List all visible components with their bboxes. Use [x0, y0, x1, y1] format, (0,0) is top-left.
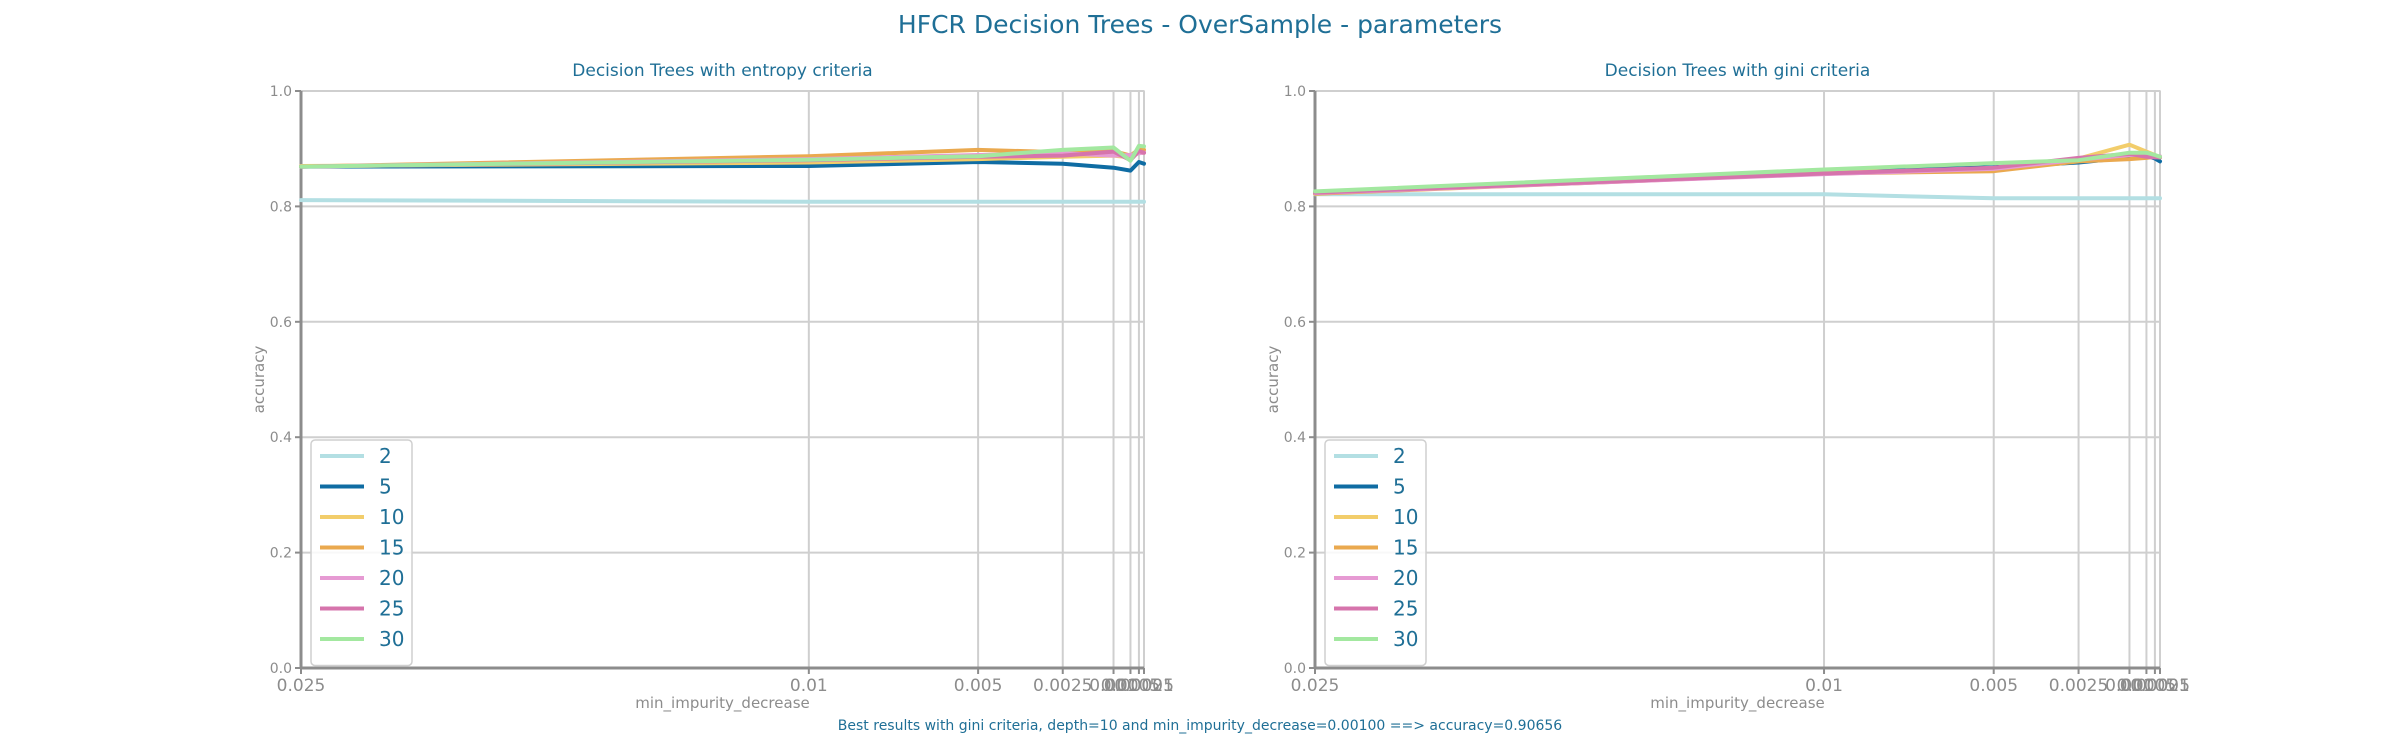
- x-tick-label: 0.005: [1969, 676, 2018, 696]
- y-tick-label: 1.0: [1284, 84, 1306, 100]
- x-tick-label: 0.0025: [2049, 676, 2108, 696]
- legend-label: 25: [379, 597, 404, 621]
- x-tick-label: 0.0001: [2130, 676, 2189, 696]
- subplot-title: Decision Trees with entropy criteria: [572, 61, 872, 81]
- series-line-5: [299, 160, 1146, 173]
- x-tick-label: 0.0005: [2117, 676, 2176, 696]
- legend-label: 25: [1393, 597, 1418, 621]
- legend-label: 30: [1393, 627, 1418, 651]
- x-axis-label: min_impurity_decrease: [1650, 694, 1825, 713]
- x-tick-label: 0.0005: [1101, 676, 1160, 696]
- y-tick-label: 0.6: [1284, 315, 1306, 331]
- x-tick-label: 0.005: [954, 676, 1003, 696]
- y-tick-label: 0.6: [270, 315, 292, 331]
- series-line-30: [1313, 150, 2162, 194]
- x-tick-label: 0.0025: [1033, 676, 1092, 696]
- x-tick-label: 0.0001: [1114, 676, 1173, 696]
- y-tick-label: 0.4: [1284, 430, 1306, 446]
- y-tick-label: 0.2: [1284, 546, 1306, 562]
- x-axis-label: min_impurity_decrease: [635, 694, 810, 713]
- series-line-30: [299, 143, 1146, 169]
- series-line-2: [299, 198, 1146, 204]
- y-axis-label: accuracy: [250, 346, 268, 414]
- y-tick-label: 0.8: [1284, 199, 1306, 215]
- legend-label: 20: [1393, 566, 1418, 590]
- legend-label: 10: [379, 505, 404, 529]
- y-tick-label: 0.2: [270, 546, 292, 562]
- x-tick-label: 0.001: [2105, 676, 2154, 696]
- y-tick-label: 0.0: [270, 661, 292, 677]
- legend-label: 2: [379, 444, 392, 468]
- x-tick-label: 0.01: [790, 676, 828, 696]
- x-tick-label: 0.01: [1805, 676, 1843, 696]
- x-tick-label: 0.00025: [2120, 676, 2190, 696]
- x-tick-label: 0.025: [1291, 676, 1340, 696]
- legend-label: 15: [1393, 536, 1418, 560]
- x-tick-label: 0.025: [277, 676, 326, 696]
- y-tick-label: 1.0: [270, 84, 292, 100]
- legend-label: 30: [379, 627, 404, 651]
- x-tick-label: 0.00025: [1104, 676, 1174, 696]
- y-tick-label: 0.8: [270, 199, 292, 215]
- legend-label: 2: [1393, 444, 1406, 468]
- x-tick-label: 0.001: [1089, 676, 1138, 696]
- y-axis-label: accuracy: [1264, 346, 1282, 414]
- figure-title: HFCR Decision Trees - OverSample - param…: [897, 10, 1503, 39]
- series-line-2: [1313, 192, 2162, 201]
- y-tick-label: 0.4: [270, 430, 292, 446]
- subplot-title: Decision Trees with gini criteria: [1605, 61, 1871, 81]
- legend-label: 5: [1393, 475, 1406, 499]
- legend-label: 10: [1393, 505, 1418, 529]
- legend-label: 15: [379, 536, 404, 560]
- legend-label: 20: [379, 566, 404, 590]
- best-result-note: Best results with gini criteria, depth=1…: [837, 718, 1563, 734]
- y-tick-label: 0.0: [1284, 661, 1306, 677]
- legend-label: 5: [379, 475, 392, 499]
